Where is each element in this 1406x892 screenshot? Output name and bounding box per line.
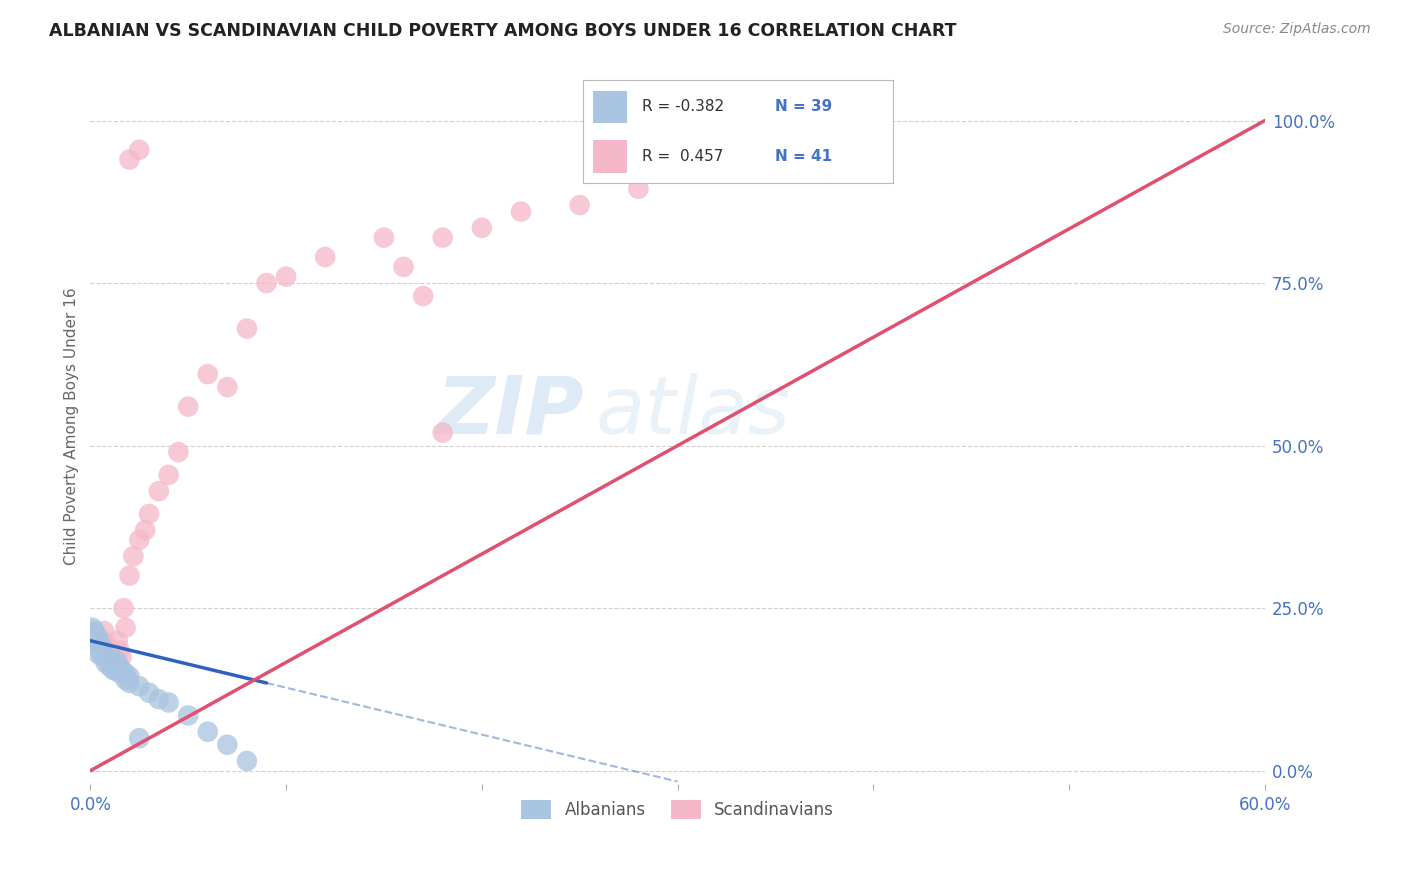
- Text: atlas: atlas: [595, 373, 790, 450]
- Point: [104, 653, 127, 667]
- Point: [83, 624, 105, 638]
- Point: [118, 669, 141, 683]
- Point: [177, 400, 200, 414]
- Point: [148, 484, 170, 499]
- Point: [84, 633, 107, 648]
- Point: [114, 621, 136, 635]
- Point: [138, 507, 160, 521]
- Point: [89, 643, 111, 657]
- Point: [103, 653, 125, 667]
- Point: [627, 182, 650, 196]
- Point: [94, 657, 117, 671]
- Point: [236, 321, 259, 335]
- Point: [98, 657, 121, 671]
- Point: [98, 659, 121, 673]
- Point: [93, 647, 115, 661]
- Point: [101, 649, 124, 664]
- Point: [157, 467, 180, 482]
- Point: [128, 143, 150, 157]
- Point: [84, 627, 107, 641]
- FancyBboxPatch shape: [593, 91, 627, 123]
- Point: [217, 738, 239, 752]
- Point: [87, 647, 110, 661]
- Point: [217, 380, 239, 394]
- Point: [412, 289, 434, 303]
- Point: [510, 204, 533, 219]
- Point: [111, 649, 134, 664]
- Point: [177, 708, 200, 723]
- Point: [101, 659, 124, 673]
- Text: Source: ZipAtlas.com: Source: ZipAtlas.com: [1223, 22, 1371, 37]
- Point: [114, 673, 136, 687]
- Point: [82, 637, 104, 651]
- Point: [134, 523, 156, 537]
- Point: [148, 692, 170, 706]
- Point: [236, 754, 259, 768]
- Point: [94, 649, 117, 664]
- Text: ZIP: ZIP: [436, 373, 583, 450]
- Point: [91, 649, 114, 664]
- Point: [98, 643, 121, 657]
- Point: [118, 568, 141, 582]
- Point: [274, 269, 297, 284]
- Point: [91, 640, 114, 655]
- Point: [314, 250, 336, 264]
- Point: [114, 666, 136, 681]
- Point: [93, 624, 115, 638]
- Point: [392, 260, 415, 274]
- Point: [568, 198, 591, 212]
- Point: [108, 643, 131, 657]
- Text: N = 39: N = 39: [775, 99, 832, 114]
- Point: [471, 220, 494, 235]
- Point: [122, 549, 145, 564]
- Point: [197, 367, 219, 381]
- Point: [89, 640, 111, 655]
- Point: [89, 637, 111, 651]
- Point: [373, 230, 395, 244]
- Point: [108, 659, 131, 673]
- Y-axis label: Child Poverty Among Boys Under 16: Child Poverty Among Boys Under 16: [65, 287, 79, 565]
- Point: [167, 445, 190, 459]
- Point: [432, 230, 454, 244]
- Point: [128, 679, 150, 693]
- Text: ALBANIAN VS SCANDINAVIAN CHILD POVERTY AMONG BOYS UNDER 16 CORRELATION CHART: ALBANIAN VS SCANDINAVIAN CHILD POVERTY A…: [49, 22, 956, 40]
- Point: [103, 663, 125, 677]
- Point: [87, 631, 110, 645]
- Point: [118, 676, 141, 690]
- Point: [256, 276, 278, 290]
- Text: R = -0.382: R = -0.382: [643, 99, 724, 114]
- Point: [103, 663, 125, 677]
- Point: [666, 165, 689, 179]
- Point: [107, 657, 129, 671]
- Point: [97, 647, 120, 661]
- Point: [128, 731, 150, 746]
- Text: N = 41: N = 41: [775, 149, 832, 164]
- Point: [97, 653, 120, 667]
- Point: [108, 666, 131, 681]
- Point: [111, 663, 134, 677]
- FancyBboxPatch shape: [593, 140, 627, 173]
- Point: [112, 601, 135, 615]
- Text: R =  0.457: R = 0.457: [643, 149, 724, 164]
- Point: [82, 621, 104, 635]
- Point: [91, 633, 114, 648]
- Point: [432, 425, 454, 440]
- Point: [197, 724, 219, 739]
- Legend: Albanians, Scandinavians: Albanians, Scandinavians: [515, 793, 841, 825]
- Point: [128, 533, 150, 547]
- Point: [157, 696, 180, 710]
- Point: [104, 657, 127, 671]
- Point: [83, 627, 105, 641]
- Point: [94, 637, 117, 651]
- Point: [107, 633, 129, 648]
- Point: [118, 153, 141, 167]
- Point: [138, 686, 160, 700]
